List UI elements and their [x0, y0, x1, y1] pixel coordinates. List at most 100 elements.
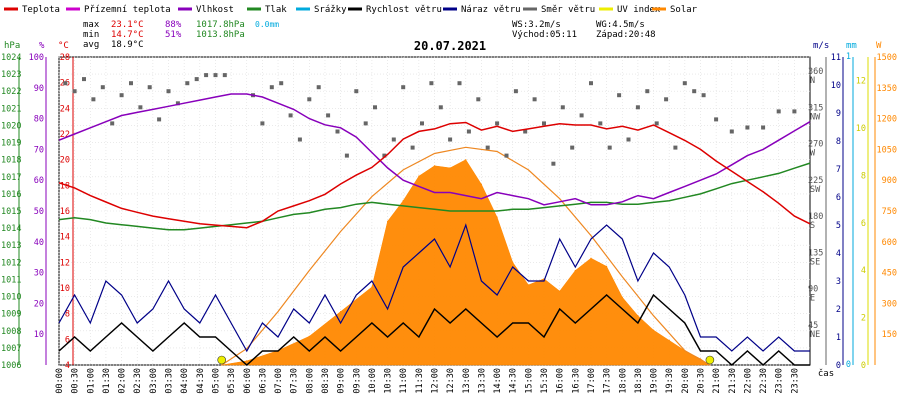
humidity-tick-label: 80	[34, 115, 44, 125]
x-tick-label: 19:00	[650, 368, 660, 394]
x-tick-label: 01:00	[86, 368, 96, 394]
x-tick-label: 07:00	[274, 368, 284, 394]
pressure-tick-label: 1023	[1, 70, 21, 80]
wind-dir-point	[792, 109, 797, 114]
wind-speed-tick-label: 10	[831, 81, 841, 91]
x-tick-label: 11:30	[415, 368, 425, 394]
wind-dir-point	[607, 145, 612, 150]
wind-dir-point	[776, 109, 781, 114]
pressure-tick-label: 1016	[1, 190, 21, 200]
legend-item-label: Rychlost větru	[366, 5, 442, 15]
solar-point	[308, 335, 310, 337]
x-tick-label: 22:00	[743, 368, 753, 394]
solar-tick-label: 450	[882, 269, 897, 279]
wind-speed-tick-label: 7	[836, 165, 841, 175]
wind-dir-point	[692, 89, 697, 94]
uv-tick-label: 8	[861, 171, 866, 181]
wind-dir-point	[729, 129, 734, 134]
wind-dir-point	[175, 101, 180, 106]
x-tick-label: 03:30	[165, 368, 175, 394]
x-tick-label: 03:00	[149, 368, 159, 394]
solar-tick-label: 1200	[877, 115, 897, 125]
uv-marker	[217, 355, 226, 365]
pressure-tick-label: 1006	[1, 361, 21, 371]
legend-item-label: Teplota	[22, 5, 60, 15]
x-tick-label: 10:00	[368, 368, 378, 394]
wind-speed-axis-unit: m/s	[813, 41, 829, 51]
x-tick-label: 02:30	[133, 368, 143, 394]
wind-dir-point	[495, 121, 500, 126]
solar-tick-label: 750	[882, 207, 897, 217]
wind-dir-point	[745, 125, 750, 130]
solar-tick-label: 300	[882, 299, 897, 309]
solar-tick-label: 900	[882, 176, 897, 186]
pressure-tick-label: 1009	[1, 310, 21, 320]
wind-dir-point	[382, 153, 387, 158]
wind-dir-point	[222, 73, 227, 78]
humidity-axis-unit: %	[39, 41, 45, 51]
wind-dir-point	[157, 117, 162, 122]
solar-point	[496, 216, 498, 218]
wind-speed-tick-label: 4	[836, 249, 841, 259]
wind-dir-tick-compass: NE	[810, 330, 820, 340]
wind-dir-point	[504, 153, 509, 158]
wind-dir-point	[570, 145, 575, 150]
stat-min-hum: 51%	[165, 30, 182, 40]
wind-dir-point	[297, 137, 302, 142]
legend-item-label: Solar	[670, 5, 698, 15]
wind-dir-point	[626, 137, 631, 142]
wind-dir-point	[279, 81, 284, 86]
x-tick-label: 23:00	[775, 368, 785, 394]
legend-item-label: Směr větru	[541, 5, 595, 15]
wind-speed-tick-label: 11	[831, 53, 841, 63]
pressure-tick-label: 1012	[1, 258, 21, 268]
wind-dir-tick-value: 45	[808, 321, 818, 331]
uv-tick-label: 0	[861, 361, 866, 371]
wind-dir-point	[288, 113, 293, 118]
wind-dir-point	[579, 113, 584, 118]
uv-tick-label: 6	[861, 219, 866, 229]
solar-point	[668, 339, 670, 341]
wind-dir-point	[147, 85, 152, 90]
x-tick-label: 17:30	[603, 368, 613, 394]
temperature-axis-unit: °C	[58, 41, 69, 51]
wind-dir-point	[714, 117, 719, 122]
wind-dir-point	[91, 97, 96, 102]
wind-dir-point	[326, 113, 331, 118]
temperature-tick-label: 20	[60, 156, 70, 166]
wind-dir-point	[589, 81, 593, 86]
wind-dir-point	[542, 121, 546, 126]
wind-dir-point	[485, 145, 490, 150]
solar-point	[512, 261, 514, 263]
x-tick-label: 13:30	[477, 368, 487, 394]
x-tick-label: 15:00	[524, 368, 534, 394]
wind-dir-tick-value: 90	[808, 285, 818, 295]
plot-area	[58, 73, 811, 367]
wind-dir-point	[523, 129, 528, 134]
stat-max-press: 1017.8hPa	[196, 20, 245, 30]
pressure-tick-label: 1007	[1, 344, 21, 354]
stat-sunset: Západ:20:48	[596, 30, 656, 40]
stat-avg-label: avg	[83, 40, 99, 50]
wind-dir-point	[761, 125, 766, 130]
uv-tick-label: 12	[856, 77, 866, 87]
stat-min-temp: 14.7°C	[111, 30, 144, 40]
humidity-tick-label: 50	[34, 207, 44, 217]
legend-item-label: Přízemní teplota	[84, 5, 171, 15]
wind-dir-point	[438, 105, 443, 110]
x-tick-label: 16:00	[556, 368, 566, 394]
x-tick-label: 01:30	[102, 368, 112, 394]
wind-dir-tick-value: 360	[808, 67, 823, 77]
x-tick-label: 09:00	[337, 368, 347, 394]
wind-dir-point	[391, 137, 396, 142]
wind-dir-point	[448, 137, 453, 142]
pressure-tick-label: 1024	[1, 53, 21, 63]
wind-dir-point	[598, 121, 603, 126]
wind-dir-point	[420, 121, 424, 126]
solar-point	[621, 296, 623, 298]
wind-dir-point	[354, 89, 359, 94]
wind-speed-tick-label: 5	[836, 221, 841, 231]
x-tick-label: 09:30	[352, 368, 362, 394]
wind-dir-tick-value: 270	[808, 140, 823, 150]
chart-legend: Teplota Přízemní teplota Vlhkost Tlak Srážky…	[4, 5, 698, 15]
